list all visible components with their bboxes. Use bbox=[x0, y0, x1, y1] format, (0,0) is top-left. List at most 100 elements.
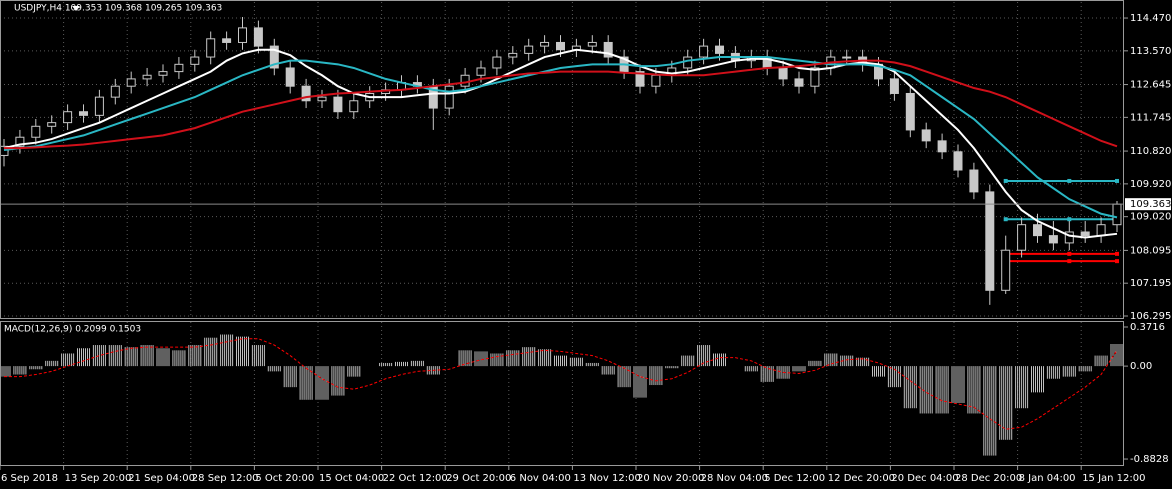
candle-body bbox=[508, 52, 518, 58]
candle-body bbox=[1080, 231, 1090, 237]
y-tick-label: 113.570 bbox=[1130, 46, 1171, 57]
candle-body bbox=[333, 96, 343, 113]
moving-average-line bbox=[4, 59, 1118, 150]
candle-body bbox=[842, 56, 852, 59]
candle-body bbox=[79, 111, 88, 116]
candle-body bbox=[540, 41, 550, 47]
candle-body bbox=[0, 145, 9, 156]
candle-body bbox=[301, 85, 311, 102]
x-tick-label: 6 Nov 04:00 bbox=[510, 473, 571, 484]
y-tick-label: 106.295 bbox=[1130, 311, 1171, 322]
y-tick-label: 111.745 bbox=[1130, 112, 1171, 123]
y-tick-label: -0.8828 bbox=[1130, 454, 1169, 465]
candle-body bbox=[1064, 231, 1074, 244]
labels-layer: 114.470 113.570 112.645 111.745 110.820 109.9… bbox=[0, 13, 1171, 484]
candle-body bbox=[142, 74, 152, 80]
last-price-label: 109.363 bbox=[1130, 199, 1171, 210]
y-tick-label: 108.095 bbox=[1130, 245, 1171, 256]
x-tick-label: 12 Dec 20:00 bbox=[828, 473, 895, 484]
candle-body bbox=[1001, 249, 1011, 291]
candle-body bbox=[969, 169, 979, 193]
marks-layer bbox=[0, 16, 1124, 456]
candle-body bbox=[206, 38, 216, 58]
y-tick-label: 0.3716 bbox=[1130, 322, 1165, 333]
level-anchor bbox=[1003, 178, 1008, 183]
candle-body bbox=[794, 78, 804, 87]
candle-body bbox=[921, 129, 931, 142]
grid-layer bbox=[0, 2, 1124, 465]
level-anchor bbox=[1115, 251, 1119, 256]
candle-body bbox=[238, 27, 247, 43]
x-tick-label: 20 Nov 20:00 bbox=[637, 473, 704, 484]
candle-body bbox=[715, 45, 724, 54]
candle-body bbox=[460, 74, 470, 87]
candle-body bbox=[1033, 224, 1042, 237]
candle-body bbox=[253, 27, 263, 47]
candle-body bbox=[635, 71, 645, 87]
x-tick-label: 13 Sep 20:00 bbox=[65, 473, 132, 484]
candle-body bbox=[937, 140, 947, 153]
candle-body bbox=[190, 56, 200, 65]
candle-body bbox=[94, 96, 104, 116]
level-anchor bbox=[1003, 217, 1008, 222]
x-tick-label: 5 Dec 12:00 bbox=[764, 473, 825, 484]
macd-title: MACD(12,26,9) 0.2099 0.1503 bbox=[4, 325, 141, 335]
candle-body bbox=[15, 136, 25, 147]
candle-body bbox=[524, 45, 534, 54]
candle-body bbox=[269, 45, 279, 69]
macd-panel-frame bbox=[0, 321, 1124, 466]
last-price-box bbox=[1125, 198, 1171, 211]
candle-body bbox=[349, 100, 359, 113]
candle-body bbox=[285, 67, 295, 87]
candle-body bbox=[683, 56, 693, 69]
candle-body bbox=[953, 151, 963, 171]
x-tick-label: 28 Dec 20:00 bbox=[955, 473, 1022, 484]
x-tick-label: 15 Oct 04:00 bbox=[319, 473, 384, 484]
candle-body bbox=[444, 85, 454, 109]
candle-body bbox=[110, 85, 120, 98]
level-anchor bbox=[1067, 251, 1072, 256]
candle-body bbox=[31, 125, 41, 138]
candle-body bbox=[158, 71, 168, 76]
y-tick-label: 0.00 bbox=[1130, 361, 1152, 372]
chart-menu-icon[interactable] bbox=[72, 6, 80, 11]
level-anchor bbox=[1115, 178, 1119, 183]
x-tick-label: 6 Sep 2018 bbox=[1, 473, 58, 484]
candle-body bbox=[492, 56, 502, 69]
candle-body bbox=[556, 41, 565, 51]
y-tick-label: 114.470 bbox=[1130, 13, 1171, 24]
candle-body bbox=[603, 41, 613, 58]
x-tick-label: 13 Nov 12:00 bbox=[573, 473, 640, 484]
x-tick-label: 22 Oct 12:00 bbox=[383, 473, 448, 484]
candle-body bbox=[905, 92, 915, 131]
candle-body bbox=[317, 96, 327, 102]
candle-body bbox=[476, 67, 486, 76]
candle-body bbox=[1096, 224, 1106, 237]
y-tick-label: 112.645 bbox=[1130, 80, 1171, 91]
moving-average-line bbox=[3, 48, 1118, 239]
level-anchor bbox=[1067, 217, 1072, 222]
candle-body bbox=[63, 111, 73, 124]
candle-body bbox=[810, 67, 820, 87]
y-tick-label: 109.020 bbox=[1130, 212, 1171, 223]
candle-body bbox=[1048, 235, 1058, 244]
x-tick-label: 8 Jan 04:00 bbox=[1019, 473, 1076, 484]
candle-body bbox=[889, 78, 899, 94]
x-tick-label: 28 Nov 04:00 bbox=[701, 473, 768, 484]
price-panel-frame bbox=[0, 0, 1124, 319]
y-tick-label: 109.920 bbox=[1130, 179, 1171, 190]
x-tick-label: 20 Dec 04:00 bbox=[891, 473, 958, 484]
candle-body bbox=[1112, 203, 1122, 226]
candle-body bbox=[651, 74, 661, 87]
candle-body bbox=[126, 78, 136, 87]
moving-average-line bbox=[3, 56, 1118, 219]
x-tick-label: 28 Sep 12:00 bbox=[192, 473, 259, 484]
price-title: USDJPY,H4 109.353 109.368 109.265 109.36… bbox=[14, 4, 222, 14]
candle-body bbox=[778, 67, 788, 80]
y-tick-label: 107.195 bbox=[1130, 278, 1171, 289]
level-anchor bbox=[1067, 259, 1072, 264]
candle-body bbox=[222, 38, 232, 43]
level-anchor bbox=[1067, 178, 1072, 183]
